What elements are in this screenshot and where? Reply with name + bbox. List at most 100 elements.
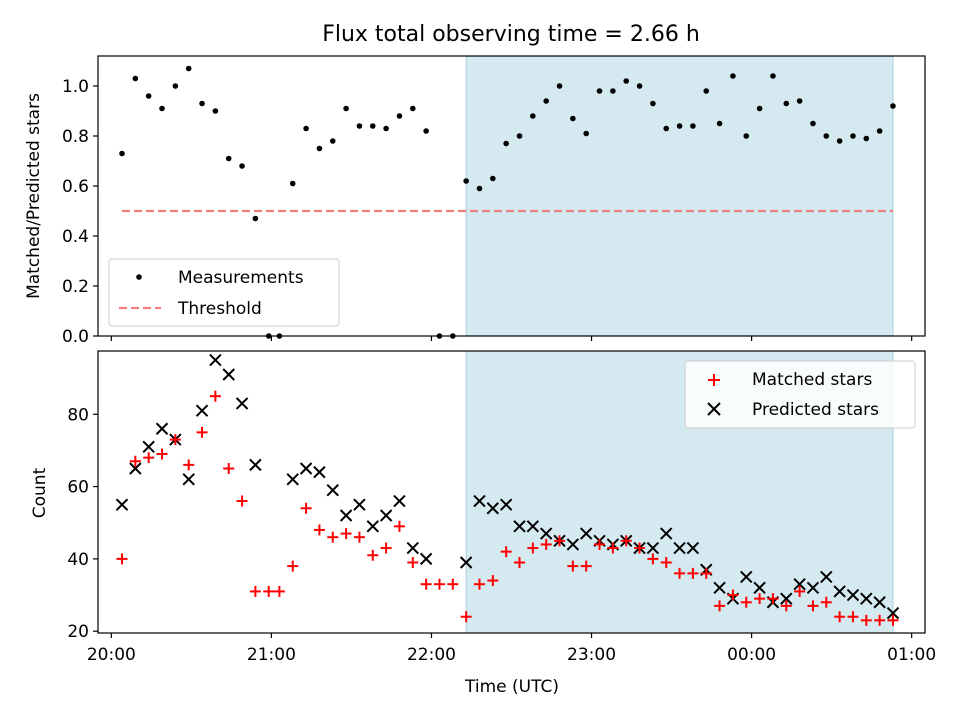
matched-star-marker [807, 600, 819, 612]
ratio-y-tick-label: 0.2 [62, 277, 89, 297]
matched-star-marker [209, 390, 221, 402]
ratio-y-tick-label: 0.4 [62, 227, 89, 247]
ratio-y-axis-label: Matched/Predicted stars [24, 93, 44, 299]
counts-y-tick-label: 60 [67, 478, 89, 498]
matched-star-marker [183, 459, 195, 471]
predicted-star-marker [249, 458, 262, 472]
predicted-star-marker [846, 588, 860, 602]
counts-y-tick-label: 20 [67, 622, 89, 642]
ratio-chart-title: Flux total observing time = 2.66 h [322, 22, 700, 47]
measurement-point [703, 88, 710, 94]
ratio-legend-box [108, 258, 340, 327]
matched-star-marker [740, 596, 752, 608]
matched-star-marker [367, 549, 379, 561]
measurement-point [383, 125, 389, 132]
x-tick-label: 22:00 [407, 645, 456, 665]
measurement-point [810, 120, 816, 127]
matched-star-marker [327, 531, 339, 543]
ratio-axes: 0.0 0.2 0.4 0.6 0.8 1.0 [62, 77, 913, 347]
matched-star-marker [340, 528, 352, 540]
matched-star-marker [249, 585, 261, 597]
measurement-point [303, 125, 309, 132]
matched-star-marker [580, 560, 592, 572]
matched-star-marker [674, 567, 686, 579]
measurement-point [119, 150, 125, 157]
matched-star-marker [447, 578, 459, 590]
predicted-star-marker [366, 520, 379, 533]
matched-star-marker [554, 535, 566, 547]
x-tick-label: 00:00 [727, 645, 776, 665]
measurement-point [463, 178, 469, 184]
matched-star-marker [820, 596, 832, 608]
matched-star-marker [660, 557, 672, 568]
predicted-star-marker [486, 502, 500, 515]
matched-star-marker [473, 578, 485, 590]
ratio-y-tick-label: 1.0 [62, 77, 89, 97]
measurement-point [476, 185, 483, 192]
matched-star-marker [874, 614, 886, 626]
predicted-star-marker [673, 541, 686, 555]
measurement-point [756, 105, 763, 112]
predicted-star-marker [353, 498, 366, 511]
matched-star-marker [287, 560, 299, 572]
measurement-point [199, 100, 205, 107]
matched-star-marker [407, 557, 419, 568]
ratio-shaded-interval [465, 55, 894, 337]
predicted-star-marker [339, 509, 353, 522]
measurement-point [503, 140, 509, 147]
predicted-star-marker [393, 494, 406, 508]
counts-y-tick-label: 80 [67, 405, 89, 425]
counts-legend-box [684, 360, 916, 429]
predicted-star-marker [539, 527, 553, 540]
matched-star-marker [273, 585, 285, 597]
ratio-plot-area [119, 55, 896, 339]
measurement-point [690, 123, 696, 129]
predicted-star-marker [660, 527, 673, 540]
ratio-y-tick-label: 0.6 [62, 177, 89, 197]
legend-matched-marker [708, 374, 720, 386]
matched-star-marker [540, 538, 552, 550]
predicted-star-marker [740, 570, 753, 584]
measurement-point [343, 105, 349, 112]
measurement-point [636, 83, 643, 89]
predicted-star-marker [379, 509, 393, 522]
ratio-legend: Measurements Threshold [108, 258, 340, 327]
ratio-y-tick-label: 0.8 [62, 127, 89, 147]
measurement-point [650, 100, 656, 107]
matched-star-marker [500, 546, 512, 558]
matched-star-marker [487, 575, 499, 587]
predicted-star-marker [406, 541, 420, 555]
measurement-point [876, 128, 883, 134]
matched-star-marker [647, 553, 659, 565]
matched-star-marker [834, 611, 846, 623]
matched-star-marker [860, 614, 872, 626]
matched-star-marker [143, 452, 155, 464]
matched-star-marker [714, 600, 726, 612]
measurement-point [172, 83, 179, 89]
x-axis-label: Time (UTC) [464, 677, 559, 697]
predicted-star-marker [499, 498, 513, 511]
matched-star-marker [700, 567, 712, 579]
matched-star-marker [129, 455, 141, 467]
panel-counts: 20 40 60 80 20:00 21:00 22:00 23:00 00:00 01:00 C… [30, 350, 936, 697]
predicted-star-marker [222, 368, 235, 381]
matched-star-marker [767, 593, 779, 605]
measurement-point [676, 123, 683, 129]
measurement-point [863, 135, 870, 142]
measurement-point [663, 125, 670, 132]
matched-star-marker [620, 535, 632, 547]
measurement-point [836, 138, 843, 144]
measurement-point [252, 215, 259, 222]
predicted-star-marker [806, 581, 820, 595]
predicted-star-marker [579, 527, 593, 540]
matched-star-marker [727, 589, 739, 601]
matched-star-marker [594, 538, 606, 550]
predicted-star-marker [753, 581, 766, 595]
matched-star-marker [460, 611, 472, 623]
predicted-star-marker [513, 520, 526, 533]
matched-star-marker [567, 560, 579, 572]
measurement-point [239, 163, 245, 169]
matched-star-marker [223, 463, 235, 474]
counts-plot-frame [97, 350, 926, 634]
